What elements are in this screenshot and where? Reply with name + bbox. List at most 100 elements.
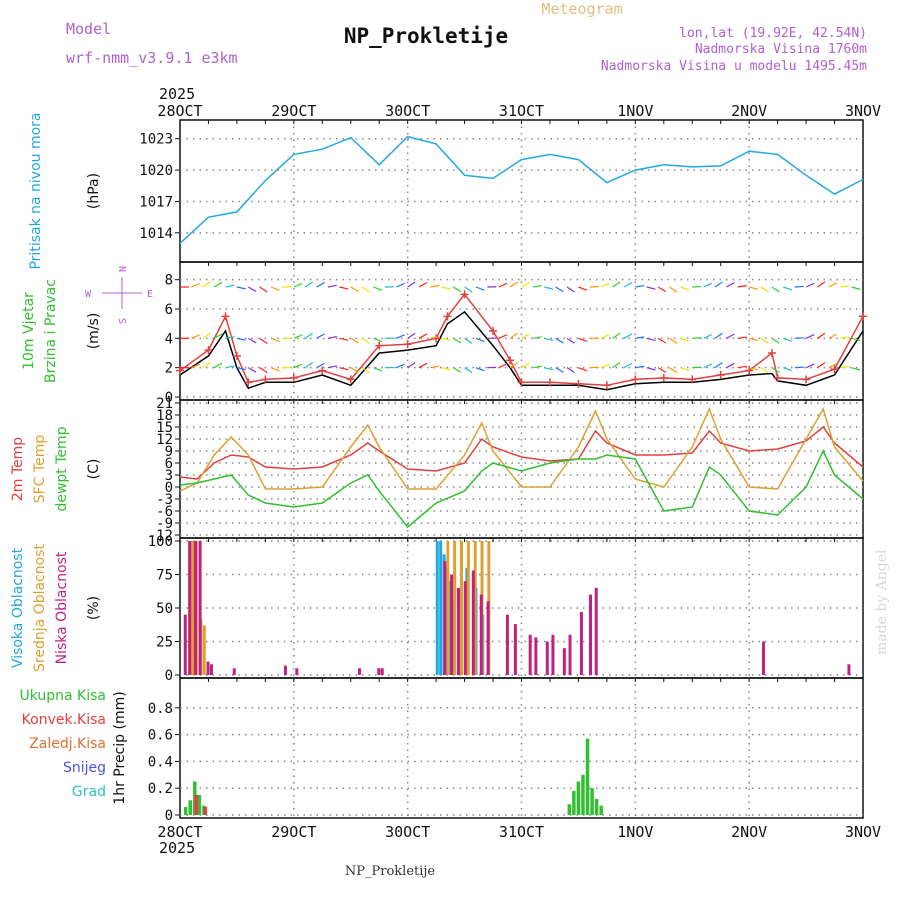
wind-arrow [817,362,826,369]
bar-niska-oblacnost [380,668,384,675]
wind-arrow [805,334,815,339]
bar-ukupna-kisa [567,804,572,815]
wind-arrow [407,362,416,369]
gust-marker [289,373,298,382]
panel-unit-label: (hPa) [86,173,102,209]
wind-arrow [760,286,769,293]
bar-niska-oblacnost [589,594,593,675]
y-tick-label: 0.4 [148,754,173,770]
wind-arrow [430,284,440,288]
wind-direction-legend: N E S W [85,266,153,324]
wind-arrow [544,367,554,371]
x-tick-label-bottom: 29OCT [271,823,316,841]
wind-arrow [805,363,815,369]
wind-arrow [452,367,462,373]
wind-arrow [521,362,530,369]
y-tick-label: 0 [165,668,173,684]
wind-arrow [532,365,542,369]
precip-legend-item: Zaledj.Kisa [29,736,106,752]
bar-srednja-oblacnost [473,541,477,675]
wind-arrow [350,367,359,373]
wind-arrow [555,367,564,373]
y-tick-label: 9 [165,444,173,460]
wind-arrow [612,332,621,339]
gust-marker [375,341,384,350]
wind-arrow [783,367,793,372]
wind-arrow [566,337,575,344]
wind-arrow [600,334,610,339]
wind-arrow [657,337,667,344]
y-tick-label: 75 [156,568,173,584]
panel-2: 0 2 4 6 8 [165,261,867,406]
y-tick-label: 1023 [139,132,173,148]
footer-station: NP_Prokletije [345,864,436,879]
y-tick-label: 1017 [139,194,173,210]
bar-ukupna-kisa [581,774,585,815]
wind-arrow [521,333,530,339]
wind-arrow [464,286,473,293]
bar-srednja-oblacnost [466,541,470,675]
wind-arrow [623,362,633,369]
wind-arrow [293,334,303,339]
wind-arrow [339,337,349,341]
wind-arrow [236,286,246,290]
x-tick-label-top: 28OCT [157,102,202,120]
x-tick-label-top: 31OCT [499,102,544,120]
wind-arrow [544,337,554,342]
lonlat-text: lon,lat (19.92E, 42.54N) [679,26,867,41]
wind-arrow [418,282,428,288]
series-line-sfc-temp [179,407,864,492]
gust-marker [545,378,554,387]
wind-arrow [840,365,850,369]
wind-arrow [191,283,200,288]
wind-arrow [361,286,370,293]
y-tick-label: 1020 [139,163,173,179]
x-tick-label-top: 30OCT [385,102,430,120]
panel-4: 0 25 50 75 100 [148,534,864,684]
y-tick-label: 15 [156,420,173,436]
wind-arrow [737,336,747,339]
bar-niska-oblacnost [545,641,549,675]
wind-arrow [828,362,838,369]
wind-arrow [316,333,325,339]
wind-arrow [304,362,314,369]
gust-marker [802,375,811,384]
bar-niska-oblacnost [594,587,598,675]
gust-marker [443,312,452,321]
model-label: Model [66,20,111,38]
gust-marker [346,375,355,384]
bar-konvek-kisa [194,794,199,815]
bar-niska-oblacnost [847,664,851,675]
bar-konvek-kisa [203,806,208,815]
bar-niska-oblacnost [443,561,447,675]
gust-marker [830,365,839,374]
panel-label: Niska Oblacnost [54,551,70,664]
bar-srednja-oblacnost [453,541,457,675]
wind-arrow [851,367,861,371]
wind-arrow [749,286,759,290]
wind-arrow [794,366,804,369]
wind-arrow [726,362,735,369]
panel-label: Brzina i Pravac [43,279,59,383]
wind-arrow [213,362,223,369]
bar-niska-oblacnost [486,601,490,675]
bar-niska-oblacnost [579,612,583,675]
panel-label: Pritisak na nivou mora [28,112,44,269]
wind-arrow [191,363,200,369]
gust-marker [506,356,515,365]
bar-niska-oblacnost [471,570,475,675]
wind-arrow [452,286,462,293]
bar-niska-oblacnost [513,624,517,675]
year-top: 2025 [159,85,195,103]
credit-text: made by Angel [874,549,890,655]
y-tick-label: 0.2 [148,781,173,797]
panel-1: 1014 1017 1020 1023 [139,119,864,263]
wind-arrow [327,365,337,369]
gust-marker [221,312,230,321]
y-tick-label: -9 [156,516,173,532]
wind-arrow [817,332,826,339]
wind-arrow [840,285,850,288]
wind-arrow [498,363,508,369]
